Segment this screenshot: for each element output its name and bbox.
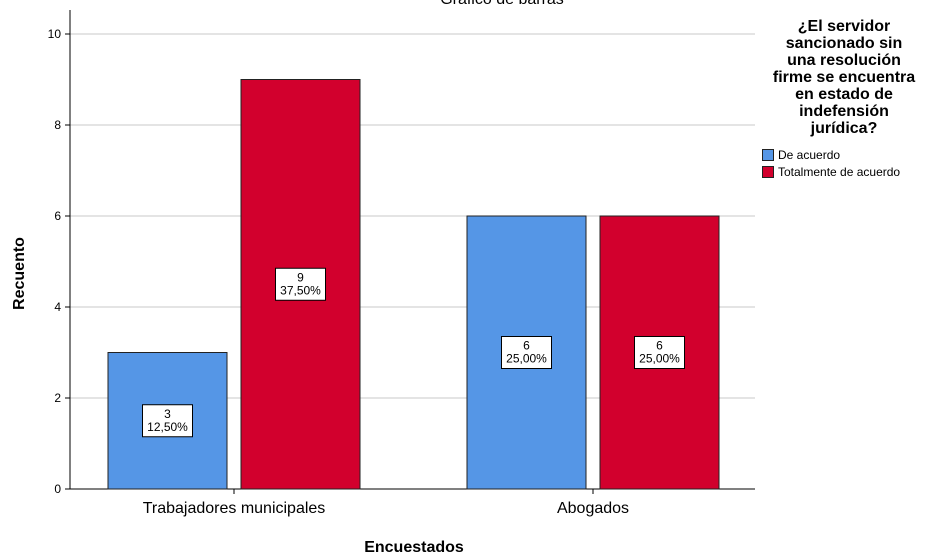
chart-title: Gráfico de barras — [440, 0, 564, 8]
legend-swatch — [762, 148, 774, 161]
data-label-count: 3 — [164, 407, 171, 421]
data-label-count: 9 — [297, 270, 304, 284]
data-label-percent: 12,50% — [147, 420, 188, 434]
x-tick-label: Abogados — [557, 500, 629, 517]
x-tick-label: Trabajadores municipales — [143, 500, 326, 517]
legend-items: De acuerdo Totalmente de acuerdo — [755, 146, 943, 180]
data-label-percent: 25,00% — [506, 352, 547, 366]
y-tick-label: 10 — [48, 27, 62, 41]
legend-title: ¿El servidor sancionado sin una resoluci… — [772, 18, 916, 137]
data-label-percent: 25,00% — [639, 352, 680, 366]
legend-label: Totalmente de acuerdo — [778, 164, 901, 179]
data-label-count: 6 — [656, 339, 663, 353]
data-label-percent: 37,50% — [280, 283, 321, 297]
y-tick-label: 6 — [54, 209, 61, 223]
bar-chart: Gráfico de barras 0 2 4 6 8 10 Encuestados Recue… — [11, 0, 755, 556]
data-label-count: 6 — [523, 339, 530, 353]
x-axis-title: Encuestados — [364, 539, 464, 556]
data-label-box — [634, 336, 685, 369]
y-axis-title: Recuento — [11, 237, 28, 310]
legend-item: De acuerdo — [762, 146, 943, 163]
data-label-box — [501, 336, 552, 369]
y-tick-label: 8 — [54, 118, 61, 132]
y-tick-label: 4 — [54, 300, 61, 314]
data-label-box — [275, 267, 326, 301]
data-label-box — [142, 404, 193, 438]
legend-label: De acuerdo — [778, 147, 841, 162]
legend-swatch — [762, 165, 774, 178]
legend-item: Totalmente de acuerdo — [762, 163, 943, 180]
y-tick-label: 2 — [54, 391, 61, 405]
y-tick-label: 0 — [54, 482, 61, 496]
legend: ¿El servidor sancionado sin una resoluci… — [755, 18, 943, 180]
